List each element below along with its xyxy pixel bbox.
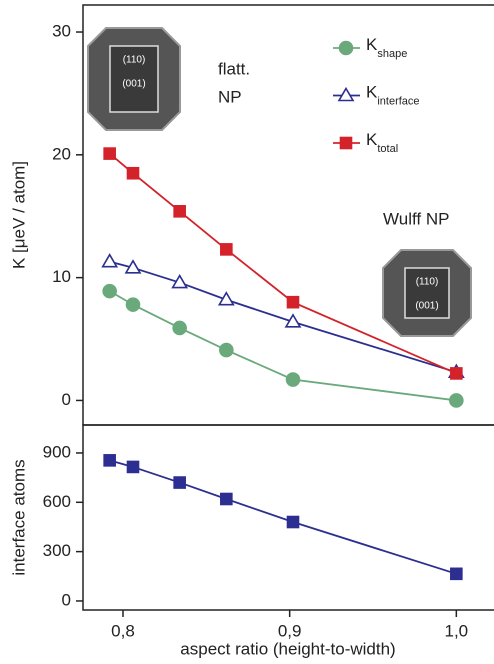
inset-caption: Wulff NP	[383, 209, 449, 228]
marker	[221, 244, 232, 255]
marker	[174, 477, 185, 488]
facet-label: (110)	[416, 277, 439, 288]
marker	[220, 344, 233, 357]
marker	[128, 168, 139, 179]
legend-main: K	[366, 35, 378, 54]
marker	[339, 89, 353, 101]
legend-main: K	[366, 130, 378, 149]
facet-label: (001)	[122, 79, 145, 90]
y-tick-label: 300	[43, 541, 71, 560]
legend-label: Ktotal	[366, 130, 398, 154]
y-tick-label: 900	[43, 442, 71, 461]
facet-label: (001)	[415, 301, 438, 312]
facet-label: (110)	[123, 55, 146, 66]
y-tick-label: 10	[52, 267, 71, 286]
y-axis-label: interface atoms	[9, 459, 28, 575]
legend-sub: interface	[377, 95, 419, 107]
marker	[451, 568, 462, 579]
marker	[288, 297, 299, 308]
marker	[341, 138, 352, 149]
legend-sub: shape	[377, 48, 407, 60]
x-axis-label: aspect ratio (height-to-width)	[180, 639, 395, 658]
x-tick-label: 1,0	[445, 621, 469, 640]
marker	[288, 517, 299, 528]
marker	[103, 285, 116, 298]
marker	[173, 321, 186, 334]
nanoparticle-image: (110) (001)	[88, 28, 180, 130]
nanoparticle-image: (110) (001)	[383, 250, 471, 336]
marker	[450, 394, 463, 407]
marker	[104, 148, 115, 159]
legend-sub: total	[377, 143, 398, 155]
inset-caption: NP	[218, 87, 242, 106]
y-tick-label: 20	[52, 144, 71, 163]
inset-caption: flatt.	[218, 59, 250, 78]
page: {"chart_data": [ {"type": "line", "ylabe…	[0, 0, 494, 664]
legend-label: Kshape	[366, 35, 407, 59]
y-tick-label: 600	[43, 492, 71, 511]
x-tick-label: 0,8	[111, 621, 135, 640]
legend-label: Kinterface	[366, 83, 420, 107]
y-tick-label: 0	[62, 390, 71, 409]
y-tick-label: 0	[62, 590, 71, 609]
x-tick-label: 0,9	[278, 621, 302, 640]
series-line	[110, 460, 457, 573]
y-tick-label: 30	[52, 22, 71, 41]
y-axis-label: K [μeV / atom]	[9, 161, 28, 269]
marker	[221, 494, 232, 505]
marker	[104, 455, 115, 466]
chart: 0102030K [μeV / atom]KshapeKinterfaceKto…	[0, 0, 494, 664]
marker	[128, 461, 139, 472]
marker	[103, 255, 117, 267]
marker	[340, 42, 353, 55]
legend-main: K	[366, 83, 378, 102]
marker	[174, 206, 185, 217]
marker	[451, 368, 462, 379]
marker	[287, 373, 300, 386]
marker	[127, 298, 140, 311]
